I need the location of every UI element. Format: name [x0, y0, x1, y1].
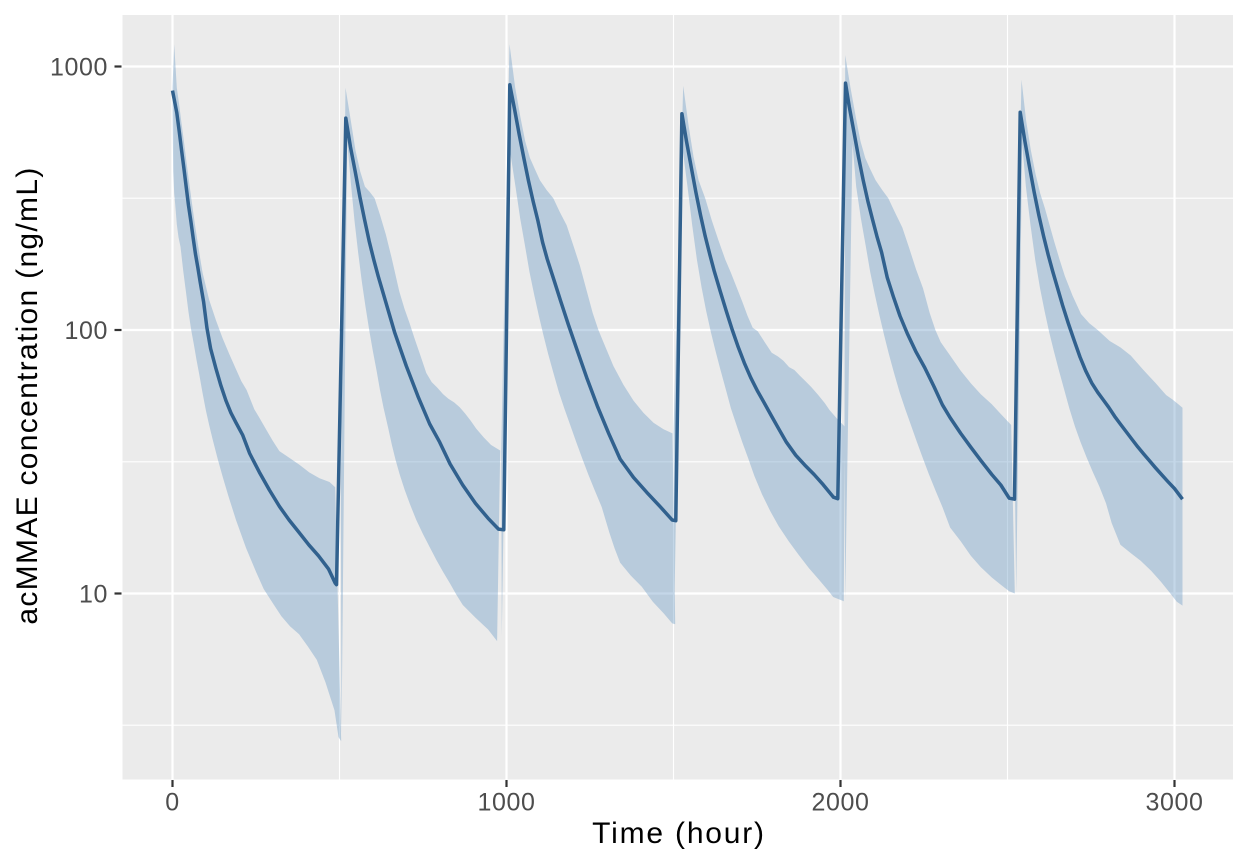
svg-text:3000: 3000 [1145, 789, 1203, 817]
svg-text:2000: 2000 [811, 789, 869, 817]
svg-text:1000: 1000 [477, 789, 535, 817]
svg-text:acMMAE concentration (ng/mL): acMMAE concentration (ng/mL) [11, 166, 44, 624]
svg-text:100: 100 [64, 317, 108, 345]
svg-text:10: 10 [79, 581, 108, 609]
svg-text:Time (hour): Time (hour) [592, 817, 766, 850]
svg-text:1000: 1000 [50, 54, 108, 82]
svg-text:0: 0 [165, 789, 180, 817]
